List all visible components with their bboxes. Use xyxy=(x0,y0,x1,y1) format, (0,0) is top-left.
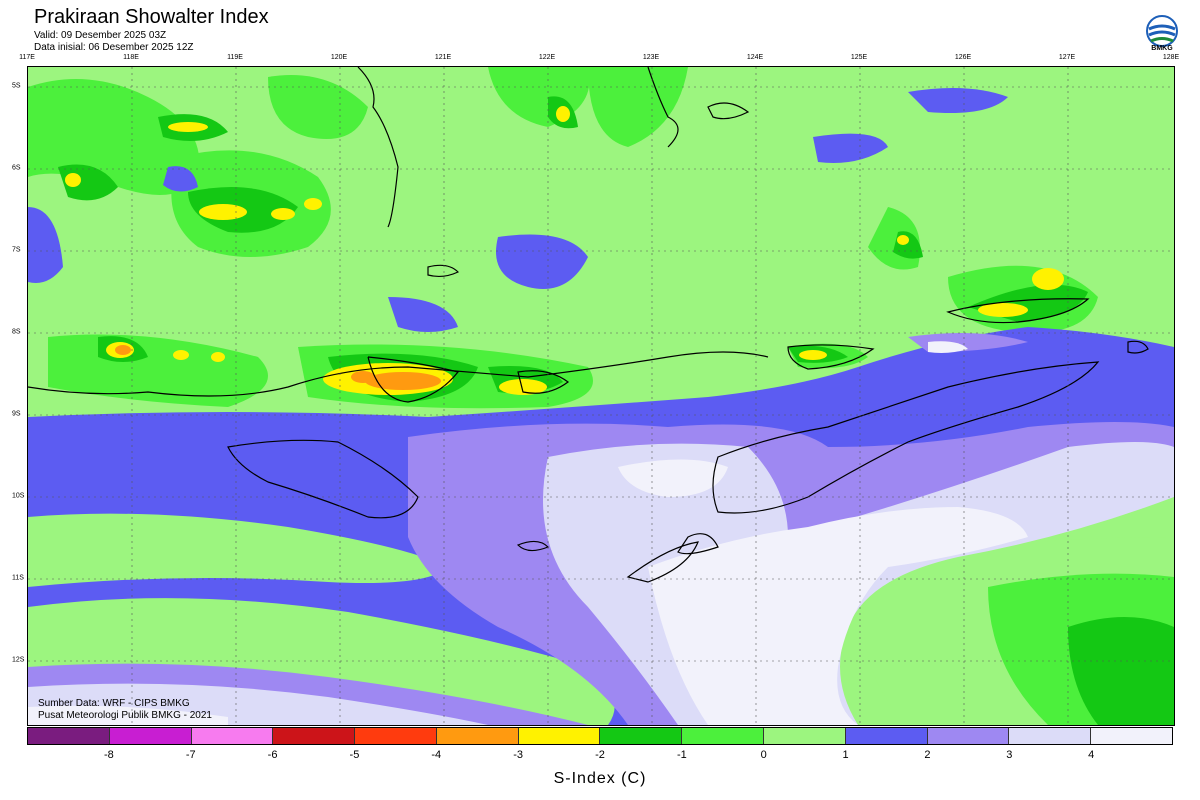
colorbar-swatch xyxy=(682,728,765,744)
coastlines xyxy=(28,67,1149,583)
colorbar-tick-label: -4 xyxy=(431,749,442,761)
colorbar-tick-label: 1 xyxy=(842,749,849,761)
colorbar xyxy=(27,727,1173,745)
longitude-label: 123E xyxy=(642,54,660,61)
colorbar-tick-label: 3 xyxy=(1006,749,1013,761)
init-time: Data inisial: 06 Desember 2025 12Z xyxy=(34,42,194,53)
longitude-label: 118E xyxy=(123,54,139,61)
colorbar-swatch xyxy=(845,728,928,744)
longitude-label: 117E xyxy=(19,54,35,61)
graticule xyxy=(28,67,1174,725)
colorbar-swatch xyxy=(109,728,192,744)
logo-label: BMKG xyxy=(1151,45,1173,52)
colorbar-label: S-Index (C) xyxy=(553,770,647,787)
colorbar-tick-label: 2 xyxy=(924,749,931,761)
colorbar-swatch xyxy=(764,728,846,744)
latitude-label: 6S xyxy=(12,164,21,172)
latitude-label: 7S xyxy=(12,246,21,254)
white-zones xyxy=(28,341,1028,725)
colorbar-tick-label: -6 xyxy=(267,749,278,761)
colorbar-tick-label: -5 xyxy=(349,749,360,761)
longitude-label: 124E xyxy=(746,54,764,61)
colorbar-tick-label: 4 xyxy=(1088,749,1095,761)
colorbar-swatch xyxy=(1009,728,1092,744)
latitude-label: 5S xyxy=(12,82,21,90)
longitude-label: 122E xyxy=(538,54,556,61)
colorbar-swatch xyxy=(273,728,356,744)
longitude-label: 119E xyxy=(227,54,243,61)
colorbar-swatch xyxy=(600,728,683,744)
publisher: Pusat Meteorologi Publik BMKG - 2021 xyxy=(38,710,212,721)
map-title: Prakiraan Showalter Index xyxy=(34,6,269,28)
colorbar-swatch xyxy=(191,728,274,744)
latitude-label: 11S xyxy=(12,574,24,582)
showalter-index-map xyxy=(28,67,1174,725)
latitude-label: 8S xyxy=(12,328,21,336)
colorbar-tick-label: -3 xyxy=(513,749,524,761)
bmkg-logo-icon xyxy=(1146,15,1178,47)
latitude-label: 9S xyxy=(12,410,21,418)
colorbar-tick-label: -2 xyxy=(595,749,605,761)
valid-time: Valid: 09 Desember 2025 03Z xyxy=(34,30,167,41)
colorbar-swatch xyxy=(436,728,519,744)
longitude-label: 121E xyxy=(434,54,452,61)
longitude-label: 120E xyxy=(330,54,348,61)
colorbar-tick-label: -7 xyxy=(185,749,196,761)
longitude-label: 128E xyxy=(1162,54,1180,61)
data-source: Sumber Data: WRF - CIPS BMKG xyxy=(38,698,190,709)
latitude-label: 12S xyxy=(12,656,25,664)
colorbar-swatch xyxy=(355,728,437,744)
longitude-label: 127E xyxy=(1058,54,1076,61)
longitude-label: 125E xyxy=(850,54,868,61)
colorbar-swatch xyxy=(1091,728,1172,744)
map-area xyxy=(27,66,1175,726)
colorbar-tick-label: 0 xyxy=(760,749,767,761)
orange-zones xyxy=(115,345,441,390)
colorbar-swatch xyxy=(927,728,1010,744)
colorbar-tick-label: -8 xyxy=(103,749,114,761)
colorbar-swatch xyxy=(28,728,110,744)
colorbar-swatch xyxy=(518,728,601,744)
longitude-label: 126E xyxy=(954,54,972,61)
colorbar-tick-label: -1 xyxy=(676,749,687,761)
latitude-label: 10S xyxy=(12,492,25,500)
